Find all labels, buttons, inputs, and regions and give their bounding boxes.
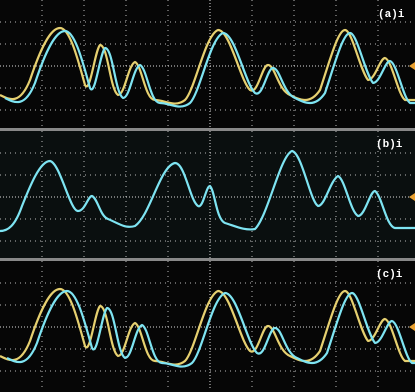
panel-c: (c)i <box>0 260 415 392</box>
panel-a: (a)i <box>0 0 415 129</box>
panel-label: (c)i <box>376 269 403 281</box>
panel-label: (a)i <box>378 9 405 21</box>
panel-label: (b)i <box>376 139 403 151</box>
panel-b: (b)i <box>0 130 415 260</box>
